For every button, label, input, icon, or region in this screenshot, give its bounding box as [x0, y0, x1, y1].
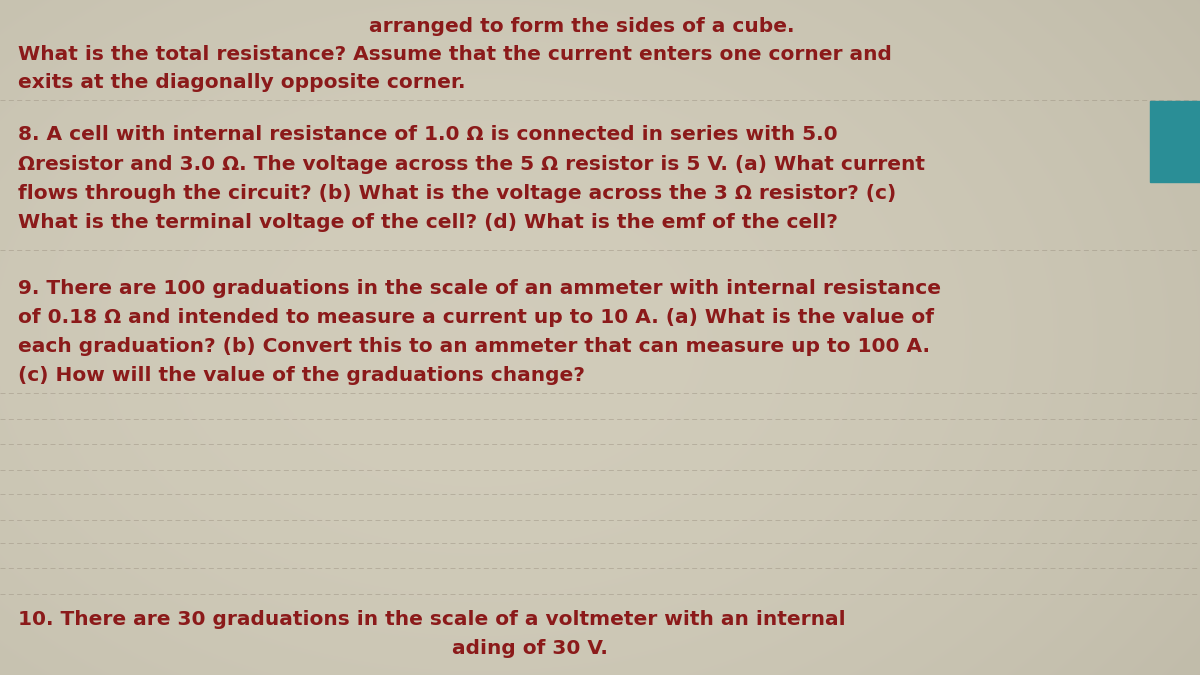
Text: 10. There are 30 graduations in the scale of a voltmeter with an internal: 10. There are 30 graduations in the scal… [18, 610, 846, 629]
Text: What is the total resistance? Assume that the current enters one corner and: What is the total resistance? Assume tha… [18, 45, 892, 63]
Text: of 0.18 Ω and intended to measure a current up to 10 A. (a) What is the value of: of 0.18 Ω and intended to measure a curr… [18, 308, 934, 327]
Text: 9. There are 100 graduations in the scale of an ammeter with internal resistance: 9. There are 100 graduations in the scal… [18, 279, 941, 298]
Text: Ωresistor and 3.0 Ω. The voltage across the 5 Ω resistor is 5 V. (a) What curren: Ωresistor and 3.0 Ω. The voltage across … [18, 155, 925, 173]
Text: exits at the diagonally opposite corner.: exits at the diagonally opposite corner. [18, 73, 466, 92]
Text: (c) How will the value of the graduations change?: (c) How will the value of the graduation… [18, 367, 584, 385]
Text: flows through the circuit? (b) What is the voltage across the 3 Ω resistor? (c): flows through the circuit? (b) What is t… [18, 184, 896, 202]
Text: What is the terminal voltage of the cell? (d) What is the emf of the cell?: What is the terminal voltage of the cell… [18, 213, 838, 232]
Bar [1150, 101, 1200, 182]
Text: each graduation? (b) Convert this to an ammeter that can measure up to 100 A.: each graduation? (b) Convert this to an … [18, 338, 930, 356]
Text: 8. A cell with internal resistance of 1.0 Ω is connected in series with 5.0: 8. A cell with internal resistance of 1.… [18, 126, 838, 144]
Text: ading of 30 V.: ading of 30 V. [18, 639, 608, 657]
Text: arranged to form the sides of a cube.: arranged to form the sides of a cube. [12, 18, 794, 36]
